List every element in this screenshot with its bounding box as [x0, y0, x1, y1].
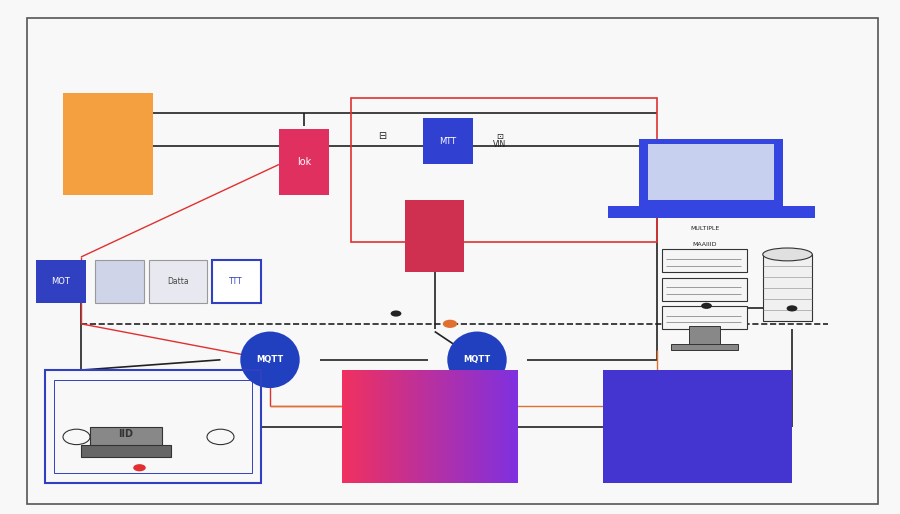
- Text: Datta: Datta: [166, 277, 189, 286]
- Bar: [648, 144, 774, 200]
- Text: ⊟: ⊟: [378, 131, 387, 141]
- Bar: [405, 200, 464, 272]
- Text: MQTT: MQTT: [256, 355, 284, 364]
- Text: IID: IID: [119, 429, 133, 439]
- Bar: [688, 326, 720, 347]
- Bar: [90, 427, 162, 447]
- Bar: [94, 260, 144, 303]
- Text: VIN: VIN: [493, 140, 506, 150]
- Text: MTT: MTT: [439, 137, 456, 146]
- Bar: [662, 249, 747, 272]
- Bar: [608, 206, 814, 218]
- Circle shape: [133, 464, 146, 471]
- Text: MAAIIID: MAAIIID: [692, 242, 717, 247]
- Circle shape: [787, 305, 797, 311]
- Circle shape: [391, 310, 401, 317]
- Bar: [763, 254, 812, 321]
- Bar: [423, 118, 473, 164]
- Bar: [662, 306, 747, 329]
- Bar: [662, 278, 747, 301]
- Text: MOT: MOT: [51, 277, 70, 286]
- Bar: [351, 98, 657, 242]
- Text: lok: lok: [297, 157, 310, 167]
- Bar: [81, 445, 171, 457]
- Ellipse shape: [240, 332, 300, 388]
- Bar: [603, 370, 792, 483]
- Text: ⊡: ⊡: [496, 132, 503, 141]
- Bar: [639, 139, 783, 206]
- Bar: [36, 260, 86, 303]
- Ellipse shape: [447, 332, 507, 388]
- Circle shape: [701, 303, 712, 309]
- Text: TTT: TTT: [230, 277, 243, 286]
- Ellipse shape: [763, 248, 812, 261]
- Text: MULTIPLE: MULTIPLE: [690, 226, 719, 231]
- Bar: [63, 93, 153, 195]
- Bar: [212, 260, 261, 303]
- Text: MQTT: MQTT: [464, 355, 490, 364]
- Circle shape: [443, 320, 457, 328]
- Bar: [670, 344, 738, 350]
- Bar: [45, 370, 261, 483]
- Bar: [279, 128, 328, 195]
- Bar: [54, 380, 252, 473]
- Bar: [148, 260, 207, 303]
